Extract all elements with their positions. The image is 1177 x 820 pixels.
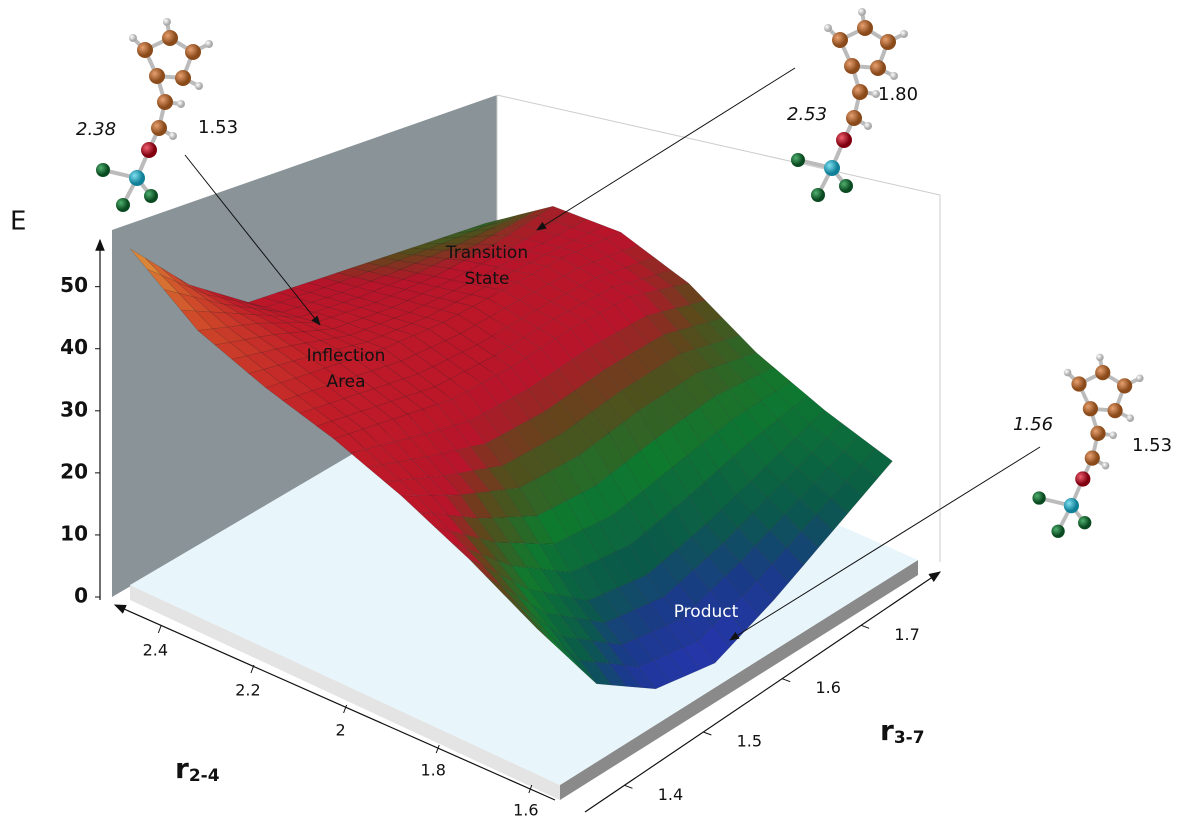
z-tick-label: 30 [60, 397, 88, 421]
annotation: Product [674, 602, 739, 622]
x-tick [158, 625, 161, 633]
molecule [96, 18, 213, 212]
x-tick-label: 2.2 [235, 681, 260, 700]
bond-label: 1.53 [1132, 435, 1172, 456]
y-axis-label-main: r [880, 714, 894, 747]
z-tick-label: 40 [60, 335, 88, 359]
y-tick-label: 1.6 [815, 678, 840, 697]
x-axis-label-main: r [175, 752, 189, 785]
y-axis-label-sub: 3-7 [894, 728, 925, 748]
bond-label: 1.53 [198, 117, 238, 138]
y-tick-label: 1.4 [658, 785, 683, 804]
x-tick-label: 1.6 [513, 801, 538, 820]
annotation: Area [326, 372, 365, 392]
bond-label: 2.53 [787, 104, 827, 125]
z-tick-label: 0 [74, 584, 88, 608]
bond-label: 1.56 [1013, 414, 1053, 435]
z-tick-label: 10 [60, 521, 88, 545]
y-tick [624, 785, 632, 788]
x-tick-label: 1.8 [420, 761, 445, 780]
bond-label: 1.80 [878, 84, 918, 105]
z-tick-label: 50 [60, 273, 88, 297]
y-tick-label: 1.5 [737, 732, 762, 751]
annotation: State [465, 269, 510, 289]
surface-chart: 0 10 20 30 40 50 2.4 2.2 2 1.8 1.6 1.4 1.5 1.6 1.7 E r… [0, 0, 1177, 820]
y-tick-label: 1.7 [894, 625, 919, 644]
molecule [1032, 354, 1143, 538]
bond-label: 2.38 [76, 119, 116, 140]
annotation: Inflection [307, 346, 386, 366]
x-axis-label-sub: 2-4 [189, 766, 220, 786]
z-tick-label: 20 [60, 459, 88, 483]
pointer-arrow [537, 68, 795, 230]
annotation: Transition [445, 243, 528, 263]
z-axis-label: E [10, 207, 26, 237]
y-axis-label: r3-7 [880, 714, 925, 748]
x-tick-label: 2 [335, 721, 345, 740]
y-tick [703, 732, 711, 735]
y-tick [861, 625, 869, 628]
x-tick-label: 2.4 [143, 641, 168, 660]
x-axis-label: r2-4 [175, 752, 220, 786]
y-tick [782, 679, 790, 682]
